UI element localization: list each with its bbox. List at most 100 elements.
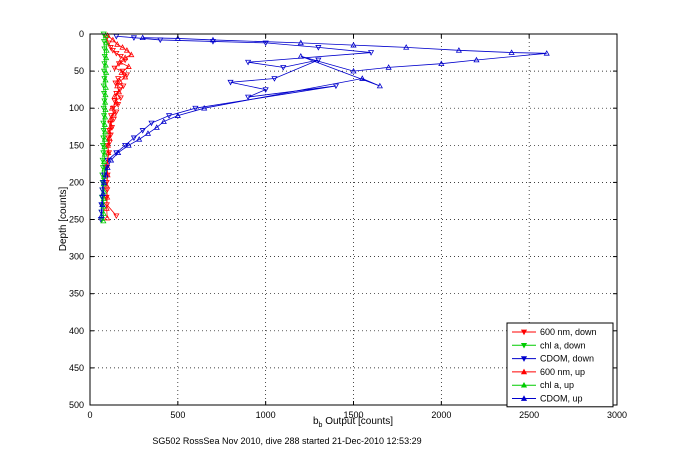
data-point (297, 39, 304, 46)
data-point (111, 65, 118, 72)
series-line (102, 35, 107, 222)
legend-entry: chl a, up (512, 380, 574, 390)
data-point (122, 142, 129, 149)
data-point (100, 179, 108, 185)
data-point (101, 143, 108, 150)
legend-label: 600 nm, down (540, 327, 597, 337)
data-point (122, 73, 129, 80)
data-point (376, 82, 383, 89)
data-point (119, 44, 126, 50)
legend-marker (520, 356, 528, 362)
y-tick-label: 50 (74, 66, 84, 76)
data-point (102, 106, 109, 113)
data-point (139, 128, 146, 134)
legend-marker (520, 395, 528, 401)
data-point (262, 40, 269, 47)
data-point (438, 60, 445, 66)
x-tick-label: 1000 (256, 410, 276, 420)
y-tick-label: 450 (69, 363, 84, 373)
legend-label: chl a, up (540, 380, 574, 390)
data-point (271, 76, 278, 82)
data-point (103, 35, 110, 41)
series-layer (97, 31, 550, 224)
legend-entry: CDOM, down (512, 354, 594, 364)
data-point (350, 67, 357, 74)
data-point (105, 128, 113, 135)
data-point (108, 104, 116, 111)
data-point (114, 82, 121, 89)
data-point (245, 94, 252, 101)
data-point (110, 110, 117, 117)
x-tick-label: 2000 (431, 410, 451, 420)
data-point (100, 158, 108, 164)
data-point (102, 171, 109, 178)
data-point (315, 45, 322, 51)
data-point (109, 36, 116, 43)
data-point (102, 76, 109, 83)
data-point (297, 53, 304, 59)
data-point (120, 83, 127, 90)
data-point (102, 32, 109, 38)
legend-box (506, 322, 614, 408)
x-tick-label: 0 (87, 410, 92, 420)
y-tick-label: 500 (69, 400, 84, 410)
x-axis-label: bb Output [counts] (313, 416, 393, 429)
data-point (262, 87, 269, 93)
legend-label: CDOM, up (540, 394, 583, 404)
data-point (107, 116, 114, 123)
x-axis-label-main: b (313, 416, 319, 427)
data-point (139, 34, 146, 41)
y-tick-label: 0 (79, 29, 84, 39)
y-axis-label: Depth [counts] (58, 187, 69, 252)
data-point (165, 113, 173, 119)
data-point (113, 50, 120, 57)
data-point (102, 61, 109, 68)
data-point (110, 117, 117, 123)
data-point (102, 128, 109, 135)
data-point (128, 51, 135, 58)
data-point (100, 217, 107, 224)
y-tick-label: 400 (69, 326, 84, 336)
data-point (117, 53, 124, 60)
y-tick-label: 100 (69, 103, 84, 113)
data-point (106, 134, 113, 141)
data-point (350, 41, 357, 48)
y-tick-label: 250 (69, 215, 84, 225)
data-point (113, 99, 120, 105)
data-point (123, 47, 130, 53)
data-point (359, 75, 366, 81)
x-tick-label: 500 (170, 410, 185, 420)
data-point (125, 63, 132, 69)
data-point (122, 54, 129, 61)
data-point (101, 150, 108, 157)
y-tick-label: 200 (69, 177, 84, 187)
legend-marker (520, 368, 528, 375)
data-point (315, 57, 322, 64)
data-point (385, 64, 392, 70)
data-point (115, 76, 122, 82)
y-tick-label: 350 (69, 289, 84, 299)
data-point (508, 49, 515, 55)
data-point (104, 194, 111, 200)
data-point (160, 118, 167, 124)
data-point (104, 142, 111, 148)
data-point (114, 41, 121, 47)
data-point (117, 95, 124, 102)
x-axis-label-rest: Output [counts] (322, 416, 393, 427)
data-point (174, 112, 181, 118)
data-point (280, 65, 287, 71)
data-point (104, 214, 111, 221)
data-point (130, 135, 137, 142)
data-point (153, 124, 160, 130)
y-tick-label: 300 (69, 252, 84, 262)
data-point (367, 50, 375, 56)
y-tick-label: 150 (69, 140, 84, 150)
legend-marker (520, 329, 528, 336)
data-point (136, 136, 143, 142)
data-point (113, 109, 120, 116)
x-tick-label: 3000 (607, 410, 627, 420)
data-point (103, 54, 110, 61)
data-point (109, 48, 116, 54)
data-point (111, 93, 118, 99)
